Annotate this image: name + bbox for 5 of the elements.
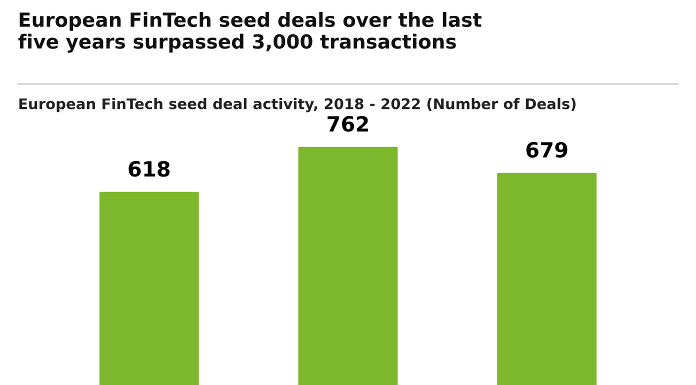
data-label: 762 (328, 116, 368, 132)
data-label: 679 (526, 142, 568, 158)
chart-title: European FinTech seed deals over the last five years surpassed 3,000 transactions (18, 12, 482, 53)
chart-subtitle: European FinTech seed deal activity, 2018 - 2022 (Number of Deals) (19, 98, 576, 112)
data-label: 618 (128, 160, 170, 177)
